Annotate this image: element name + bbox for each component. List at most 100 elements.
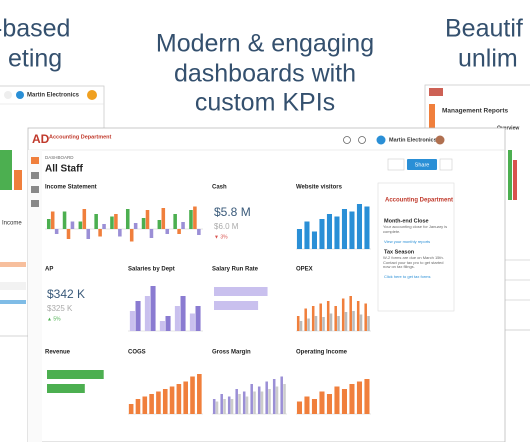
headline: Modern & engaging [156, 30, 374, 58]
bar [161, 208, 166, 229]
bar [307, 318, 310, 331]
bar [304, 396, 310, 414]
bar [144, 296, 150, 331]
bar [319, 391, 325, 414]
bar [326, 214, 332, 249]
bar [356, 301, 360, 331]
company-badge[interactable] [376, 135, 386, 145]
bar [86, 229, 91, 239]
bar [304, 308, 307, 331]
bar [150, 286, 156, 331]
bar [223, 399, 226, 414]
bar [102, 224, 106, 229]
bar [169, 386, 175, 414]
bar [47, 370, 104, 379]
nav-icon[interactable] [31, 200, 39, 207]
title: Management Reports [442, 108, 508, 115]
share-button[interactable] [407, 159, 437, 170]
link[interactable]: Click here to get tax forms [384, 274, 430, 279]
bar [341, 209, 347, 249]
bar [245, 396, 249, 414]
bar [367, 316, 370, 331]
widget-title: OPEX [296, 267, 313, 273]
kpi-change: ▲ 5% [47, 316, 61, 322]
label: Income [2, 221, 22, 227]
kpi-compare: $325 K [47, 304, 73, 313]
bar [141, 218, 146, 229]
bar [334, 306, 337, 331]
headline: dashboards with [174, 60, 356, 88]
comment-button[interactable] [439, 158, 453, 171]
bar [177, 229, 181, 234]
bar [319, 219, 325, 249]
dashboard-name[interactable]: All Staff [45, 164, 83, 175]
bar [135, 301, 141, 331]
bar [334, 216, 340, 249]
bar [114, 214, 118, 229]
bar [94, 214, 98, 229]
bar [344, 312, 348, 331]
widget-title: Salaries by Dept [128, 267, 175, 273]
bar [197, 229, 201, 235]
kpi-value: $342 K [47, 287, 85, 301]
bar [337, 316, 340, 331]
widget-title: Gross Margin [212, 350, 251, 356]
bar [326, 394, 332, 414]
bar [129, 229, 134, 242]
bar [212, 399, 216, 414]
help[interactable] [358, 136, 366, 144]
bar [46, 219, 51, 229]
bar [220, 394, 223, 414]
bar [118, 229, 122, 237]
bar [165, 316, 171, 331]
bar [253, 391, 256, 414]
company[interactable]: Martin Electronics [389, 137, 437, 143]
bar [176, 384, 182, 414]
text: W-2 forms are due on March 15th. Contact… [383, 256, 444, 270]
nav-icon[interactable] [31, 186, 39, 193]
heading: Month-end Close [384, 218, 429, 224]
bar [250, 384, 253, 414]
headline-left: -based [0, 15, 70, 43]
nav-icon[interactable] [31, 172, 39, 179]
bar [238, 394, 241, 414]
text: Your accounting close for January is com… [383, 225, 448, 234]
bar [149, 394, 154, 414]
bar [98, 229, 102, 237]
bar [227, 396, 231, 414]
logo: Accounting Department [385, 198, 453, 204]
widget-title: Revenue [45, 350, 71, 356]
bar [341, 298, 345, 331]
widget-title: AP [45, 267, 53, 273]
bar [70, 221, 75, 229]
bar [128, 404, 134, 414]
bar [341, 389, 347, 414]
link[interactable]: View your monthly reports [384, 239, 430, 244]
widget-title: Salary Run Rate [212, 267, 259, 273]
bar [110, 216, 114, 229]
bar [257, 386, 261, 414]
bar [47, 384, 85, 393]
avatar[interactable] [435, 135, 445, 145]
bar [159, 321, 165, 331]
text: Your accounting close for January is com… [383, 225, 448, 234]
more-button[interactable] [387, 158, 405, 171]
bar [195, 306, 201, 331]
bar [82, 209, 87, 229]
bar [235, 389, 238, 414]
nav-icon[interactable] [31, 157, 39, 164]
bar [268, 389, 271, 414]
headline: custom KPIs [195, 89, 335, 117]
bar [230, 399, 234, 414]
kpi-compare: $6.0 M [214, 222, 239, 231]
bar [314, 316, 318, 331]
bar [326, 301, 330, 331]
text: W-2 forms are due on March 15th. Contact… [383, 256, 444, 270]
bar [180, 296, 186, 331]
bar [78, 221, 83, 229]
share-label[interactable]: Share [415, 162, 430, 168]
widget-title: Income Statement [45, 185, 97, 191]
bar [283, 384, 286, 414]
bell[interactable] [343, 136, 351, 144]
heading: Tax Season [384, 249, 415, 255]
